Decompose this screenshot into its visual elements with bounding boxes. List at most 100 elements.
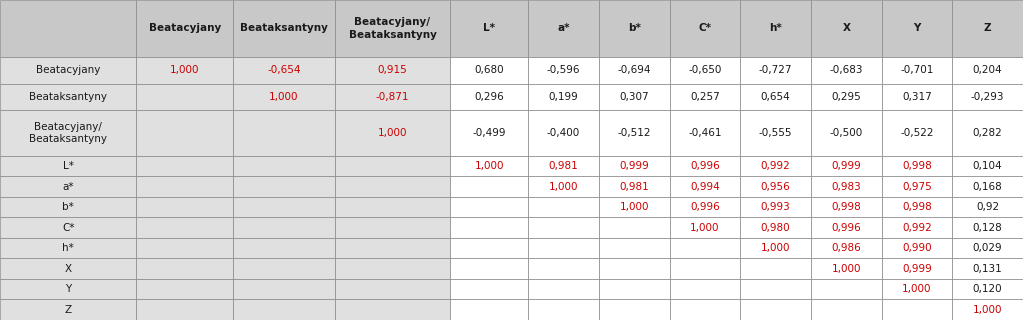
Bar bbox=[0, 300, 136, 320]
Text: Beatacyjany/
Beataksantyny: Beatacyjany/ Beataksantyny bbox=[349, 17, 437, 40]
Bar bbox=[882, 300, 952, 320]
Text: -0,694: -0,694 bbox=[618, 65, 651, 75]
Bar bbox=[136, 0, 233, 57]
Text: Beatacyjany: Beatacyjany bbox=[36, 65, 100, 75]
Bar bbox=[335, 300, 450, 320]
Bar bbox=[598, 197, 670, 218]
Bar bbox=[450, 0, 528, 57]
Bar bbox=[811, 176, 882, 197]
Bar bbox=[233, 259, 335, 279]
Text: X: X bbox=[64, 264, 72, 274]
Bar bbox=[882, 156, 952, 176]
Text: 0,992: 0,992 bbox=[902, 223, 932, 233]
Bar bbox=[450, 197, 528, 218]
Bar bbox=[811, 279, 882, 300]
Bar bbox=[528, 156, 598, 176]
Bar bbox=[741, 84, 811, 110]
Text: 0,996: 0,996 bbox=[832, 223, 861, 233]
Bar bbox=[136, 110, 233, 156]
Bar bbox=[335, 197, 450, 218]
Text: -0,522: -0,522 bbox=[900, 128, 934, 138]
Bar bbox=[882, 0, 952, 57]
Bar bbox=[335, 0, 450, 57]
Bar bbox=[0, 238, 136, 259]
Bar bbox=[233, 238, 335, 259]
Bar bbox=[335, 84, 450, 110]
Bar bbox=[450, 57, 528, 84]
Text: 0,92: 0,92 bbox=[976, 202, 999, 212]
Bar bbox=[136, 259, 233, 279]
Text: -0,512: -0,512 bbox=[618, 128, 651, 138]
Text: -0,654: -0,654 bbox=[267, 65, 301, 75]
Bar bbox=[741, 57, 811, 84]
Text: L*: L* bbox=[62, 161, 74, 171]
Text: C*: C* bbox=[62, 223, 75, 233]
Bar bbox=[598, 300, 670, 320]
Bar bbox=[952, 57, 1023, 84]
Text: 1,000: 1,000 bbox=[620, 202, 649, 212]
Bar bbox=[450, 279, 528, 300]
Bar bbox=[811, 259, 882, 279]
Bar bbox=[741, 156, 811, 176]
Text: 0,994: 0,994 bbox=[691, 182, 720, 192]
Bar bbox=[811, 197, 882, 218]
Text: 1,000: 1,000 bbox=[902, 284, 932, 294]
Bar bbox=[952, 218, 1023, 238]
Text: 0,029: 0,029 bbox=[973, 243, 1003, 253]
Text: 0,282: 0,282 bbox=[973, 128, 1003, 138]
Bar bbox=[741, 110, 811, 156]
Bar bbox=[811, 0, 882, 57]
Text: 1,000: 1,000 bbox=[548, 182, 578, 192]
Text: 0,956: 0,956 bbox=[761, 182, 791, 192]
Bar bbox=[0, 84, 136, 110]
Bar bbox=[598, 57, 670, 84]
Bar bbox=[670, 156, 741, 176]
Bar bbox=[741, 0, 811, 57]
Bar bbox=[0, 0, 136, 57]
Text: Beatacyjany/
Beataksantyny: Beatacyjany/ Beataksantyny bbox=[30, 122, 107, 144]
Bar bbox=[741, 259, 811, 279]
Bar bbox=[136, 279, 233, 300]
Text: 1,000: 1,000 bbox=[761, 243, 791, 253]
Bar bbox=[598, 110, 670, 156]
Bar bbox=[528, 279, 598, 300]
Bar bbox=[136, 238, 233, 259]
Text: -0,500: -0,500 bbox=[830, 128, 863, 138]
Text: Beatacyjany: Beatacyjany bbox=[148, 23, 221, 34]
Bar bbox=[0, 110, 136, 156]
Bar bbox=[952, 238, 1023, 259]
Text: -0,650: -0,650 bbox=[688, 65, 721, 75]
Bar bbox=[0, 279, 136, 300]
Bar bbox=[670, 279, 741, 300]
Bar bbox=[233, 218, 335, 238]
Bar bbox=[528, 218, 598, 238]
Bar bbox=[952, 156, 1023, 176]
Bar bbox=[233, 197, 335, 218]
Bar bbox=[528, 197, 598, 218]
Text: 0,199: 0,199 bbox=[548, 92, 578, 102]
Text: 0,990: 0,990 bbox=[902, 243, 932, 253]
Bar bbox=[952, 279, 1023, 300]
Bar bbox=[450, 156, 528, 176]
Text: 0,120: 0,120 bbox=[973, 284, 1003, 294]
Bar bbox=[233, 110, 335, 156]
Bar bbox=[882, 57, 952, 84]
Bar bbox=[0, 57, 136, 84]
Bar bbox=[882, 110, 952, 156]
Text: h*: h* bbox=[62, 243, 74, 253]
Text: 1,000: 1,000 bbox=[832, 264, 861, 274]
Text: X: X bbox=[842, 23, 850, 34]
Bar bbox=[528, 110, 598, 156]
Bar bbox=[741, 300, 811, 320]
Bar bbox=[528, 300, 598, 320]
Text: 1,000: 1,000 bbox=[973, 305, 1003, 315]
Text: 0,992: 0,992 bbox=[761, 161, 791, 171]
Text: 1,000: 1,000 bbox=[170, 65, 199, 75]
Text: -0,555: -0,555 bbox=[759, 128, 793, 138]
Bar bbox=[136, 300, 233, 320]
Text: 0,983: 0,983 bbox=[832, 182, 861, 192]
Text: 0,981: 0,981 bbox=[548, 161, 578, 171]
Bar bbox=[335, 156, 450, 176]
Bar bbox=[450, 259, 528, 279]
Text: 0,131: 0,131 bbox=[973, 264, 1003, 274]
